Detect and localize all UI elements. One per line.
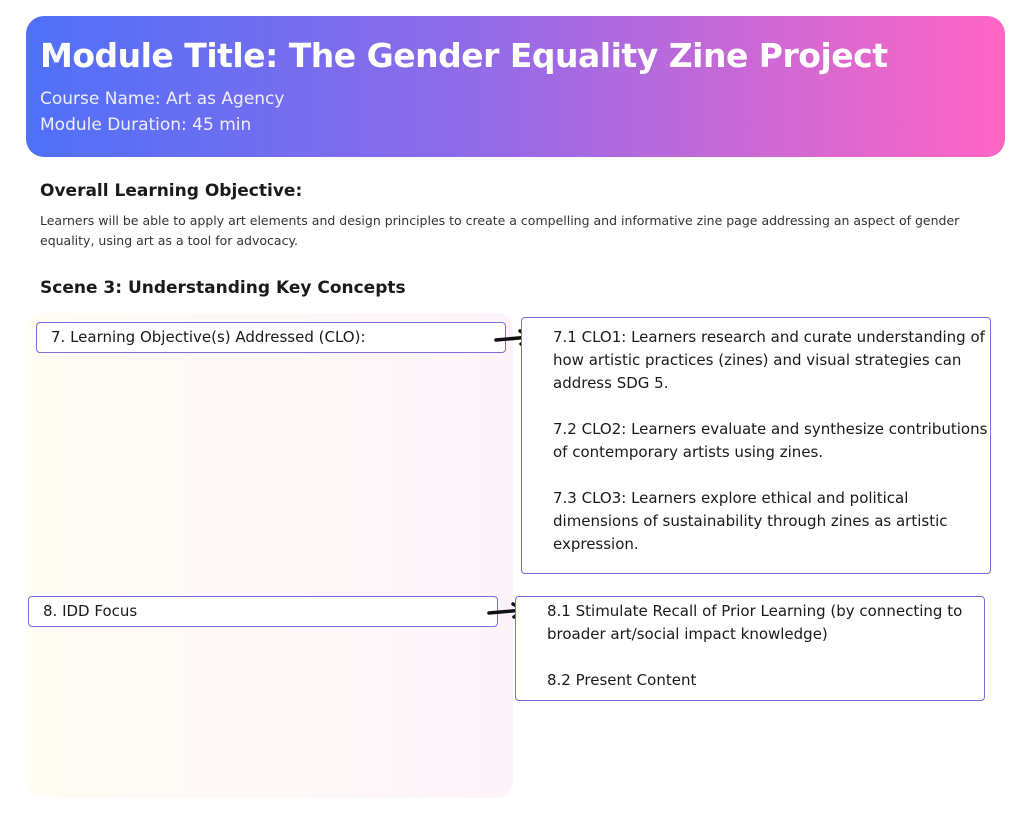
clo-label: 7. Learning Objective(s) Addressed (CLO)… xyxy=(36,322,506,353)
course-name: Course Name: Art as Agency xyxy=(40,89,285,109)
left-panel xyxy=(26,313,513,798)
objective-text: Learners will be able to apply art eleme… xyxy=(40,213,960,248)
idd-item: 8.2 Present Content xyxy=(547,671,697,689)
idd-label: 8. IDD Focus xyxy=(28,596,498,627)
module-duration: Module Duration: 45 min xyxy=(40,115,252,135)
objective-heading: Overall Learning Objective: xyxy=(40,181,303,201)
idd-list: 8.1 Stimulate Recall of Prior Learning (… xyxy=(515,596,985,701)
clo-list: 7.1 CLO1: Learners research and curate u… xyxy=(521,317,991,574)
clo-item: 7.3 CLO3: Learners explore ethical and p… xyxy=(553,489,948,553)
clo-item: 7.2 CLO2: Learners evaluate and synthesi… xyxy=(553,420,988,461)
module-title: Module Title: The Gender Equality Zine P… xyxy=(40,36,888,75)
clo-item: 7.1 CLO1: Learners research and curate u… xyxy=(553,328,985,392)
idd-item: 8.1 Stimulate Recall of Prior Learning (… xyxy=(547,602,963,643)
scene-heading: Scene 3: Understanding Key Concepts xyxy=(40,278,406,298)
module-header: Module Title: The Gender Equality Zine P… xyxy=(26,16,1005,157)
